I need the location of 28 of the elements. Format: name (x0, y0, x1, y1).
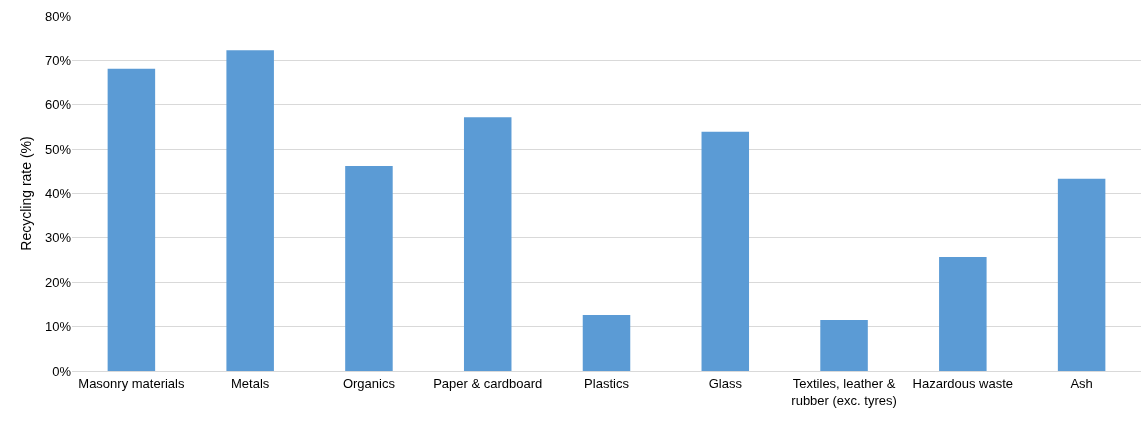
y-tick-label: 20% (44, 274, 72, 290)
bar (582, 315, 631, 371)
bar (107, 68, 156, 371)
x-tick-label: Ash (1070, 375, 1093, 391)
y-axis-title: Recycling rate (%) (17, 136, 34, 251)
y-tick-label: 10% (44, 319, 72, 335)
x-tick-label: Hazardous waste (912, 375, 1014, 391)
x-tick-label: Plastics (584, 375, 630, 391)
x-tick-label: Paper & cardboard (433, 375, 543, 391)
bar (226, 50, 274, 371)
y-tick-label: 80% (44, 8, 72, 24)
x-tick-label: Glass (708, 375, 743, 391)
bar (345, 165, 393, 371)
x-tick-label: Masonry materials (78, 375, 185, 391)
x-tick-label: Organics (342, 375, 396, 391)
x-tick-label: Textiles, leather & rubber (exc. tyres) (791, 375, 897, 408)
y-tick-label: 60% (44, 97, 72, 113)
y-tick-label: 40% (44, 186, 72, 202)
bar (939, 256, 987, 371)
bar (463, 117, 512, 371)
y-tick-label: 70% (44, 52, 72, 68)
y-tick-label: 50% (44, 141, 72, 157)
y-tick-label: 30% (44, 230, 72, 246)
bar (1057, 178, 1106, 371)
y-tick-label: 0% (52, 363, 72, 379)
bar (701, 131, 750, 371)
bar (820, 319, 868, 371)
x-tick-label: Metals (231, 375, 270, 391)
